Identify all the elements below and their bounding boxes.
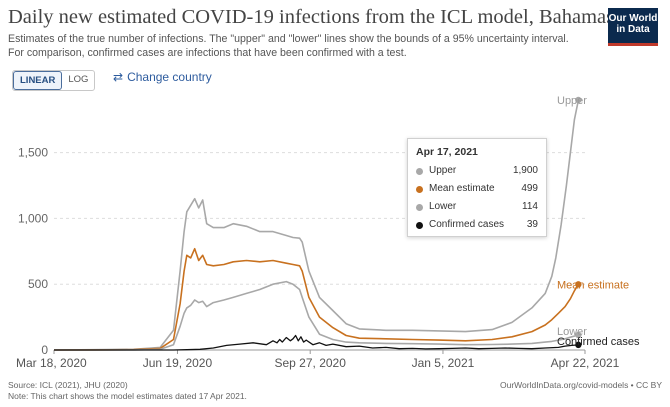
- series-end-marker: [575, 341, 582, 349]
- series-end-label: Lower: [557, 326, 587, 338]
- series-line-upper[interactable]: [53, 99, 580, 351]
- series-line-confirmed-cases[interactable]: [54, 334, 579, 351]
- note-text: Note: This chart shows the model estimat…: [8, 391, 247, 401]
- tooltip-row-lower: Lower 114: [416, 201, 538, 215]
- logo-line-2: in Data: [616, 24, 650, 35]
- change-country-button[interactable]: ⇄ Change country: [113, 70, 212, 84]
- logo-line-1: Our World: [608, 13, 658, 24]
- tooltip-row-upper: Upper 1,900: [416, 165, 538, 179]
- tooltip-row-confirmed: Confirmed cases 39: [416, 219, 538, 233]
- subtitle-line-2: For comparison, confirmed cases are infe…: [8, 46, 407, 59]
- series-end-label: Mean estimate: [557, 279, 629, 291]
- x-tick-label: Apr 22, 2021: [551, 356, 620, 370]
- tooltip-dot: [416, 222, 423, 229]
- tooltip-row-value: 499: [521, 183, 538, 194]
- scale-toggle: LINEAR LOG: [12, 70, 96, 91]
- tooltip-row-name: Mean estimate: [429, 183, 495, 194]
- owid-logo[interactable]: Our World in Data: [608, 8, 658, 46]
- series-end-marker: [575, 281, 582, 288]
- y-tick-label: 1,500: [18, 146, 48, 160]
- chart-subtitle: Estimates of the true number of infectio…: [8, 33, 578, 60]
- tooltip-date: Apr 17, 2021: [416, 146, 478, 158]
- tooltip-row-value: 39: [526, 219, 538, 230]
- series-end-marker: [575, 96, 582, 104]
- tooltip-dot: [416, 204, 423, 211]
- y-tick-label: 1,000: [18, 211, 48, 225]
- swap-arrows-icon: ⇄: [113, 70, 124, 84]
- x-tick-label: Jun 19, 2020: [143, 356, 213, 370]
- source-url-link[interactable]: OurWorldInData.org/covid-models • CC BY: [499, 380, 662, 390]
- log-scale-button[interactable]: LOG: [68, 74, 89, 85]
- x-tick-label: Mar 18, 2020: [16, 356, 87, 370]
- tooltip-row-mean: Mean estimate 499: [416, 183, 538, 197]
- chart-title: Daily new estimated COVID-19 infections …: [8, 6, 615, 28]
- change-country-label: Change country: [127, 70, 212, 84]
- source-text[interactable]: Source: ICL (2021), JHU (2020): [8, 380, 128, 390]
- tooltip-row-value: 1,900: [512, 165, 538, 176]
- y-tick-label: 0: [41, 343, 48, 357]
- tooltip-dot: [416, 168, 423, 175]
- series-line-mean-estimate[interactable]: [53, 247, 580, 351]
- chart-tooltip: Apr 17, 2021 Upper 1,900 Mean estimate 4…: [407, 138, 547, 237]
- y-tick-label: 500: [28, 277, 48, 291]
- tooltip-dot: [416, 186, 423, 193]
- tooltip-row-name: Confirmed cases: [429, 219, 505, 230]
- tooltip-row-name: Upper: [429, 165, 457, 176]
- subtitle-line-1: Estimates of the true number of infectio…: [8, 33, 569, 45]
- series-line-lower[interactable]: [54, 280, 579, 351]
- series-end-marker: [575, 331, 582, 339]
- chart-footer: Source: ICL (2021), JHU (2020) Note: Thi…: [8, 380, 247, 402]
- tooltip-row-name: Lower: [429, 201, 457, 212]
- x-tick-label: Sep 27, 2020: [275, 356, 347, 370]
- linear-scale-button[interactable]: LINEAR: [13, 71, 63, 90]
- series-end-label: Confirmed cases: [557, 336, 640, 348]
- series-end-label: Upper: [557, 95, 587, 107]
- x-tick-label: Jan 5, 2021: [412, 356, 475, 370]
- tooltip-row-value: 114: [522, 201, 538, 212]
